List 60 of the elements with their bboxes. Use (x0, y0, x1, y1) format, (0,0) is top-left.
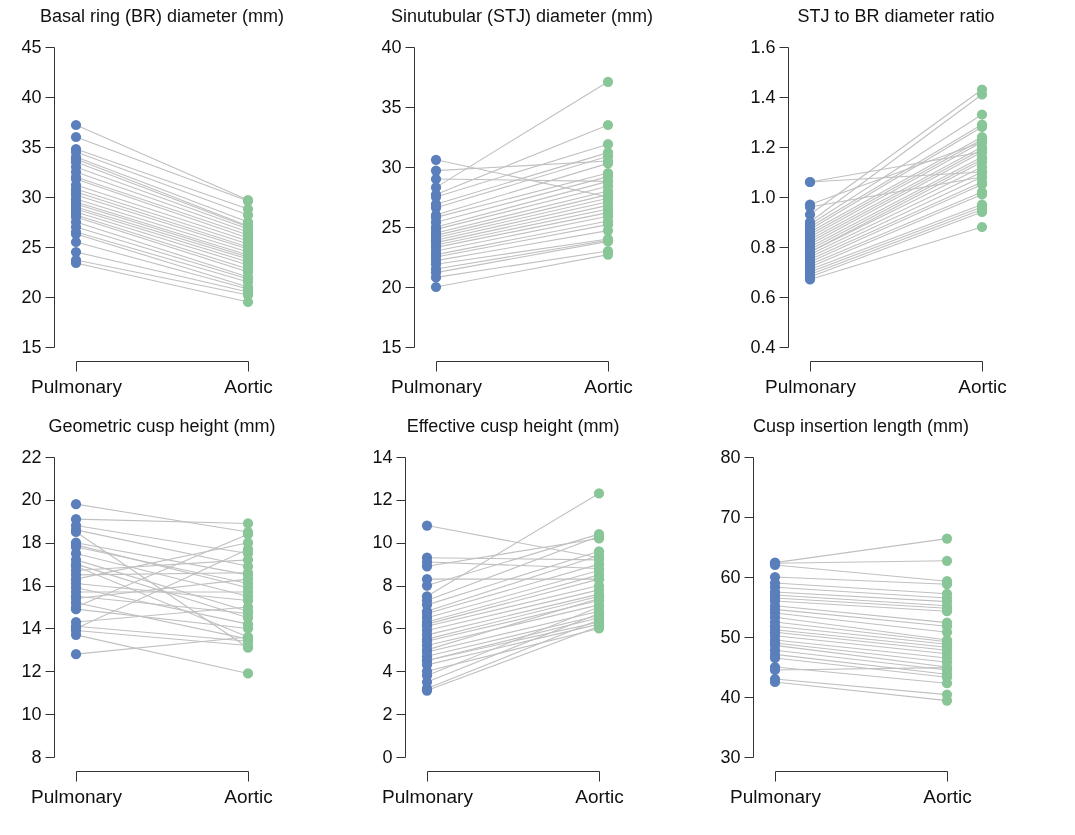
y-tick-label: 20 (381, 276, 402, 297)
y-tick-label: 0.4 (750, 336, 776, 357)
y-tick-label: 15 (381, 336, 402, 357)
y-tick-label: 35 (381, 96, 402, 117)
x-tick-label: Pulmonary (391, 375, 483, 397)
x-tick-label: Aortic (224, 785, 273, 807)
y-tick-label: 30 (720, 746, 741, 767)
chart-title: Cusp insertion length (mm) (752, 416, 970, 436)
chart-title: Geometric cusp height (mm) (48, 416, 276, 436)
y-tick-label: 15 (21, 336, 42, 357)
y-tick-label: 35 (21, 136, 42, 157)
chart-title: Effective cusp height (mm) (406, 416, 620, 436)
y-tick-label: 14 (21, 617, 42, 638)
y-tick-label: 20 (21, 489, 42, 510)
chart-title: Basal ring (BR) diameter (mm) (39, 6, 285, 26)
x-tick-label: Pulmonary (31, 785, 123, 807)
y-tick-label: 20 (21, 286, 42, 307)
y-tick-label: 10 (372, 532, 393, 553)
y-tick-label: 25 (381, 216, 402, 237)
y-tick-label: 1.6 (750, 36, 776, 57)
y-tick-label: 16 (21, 575, 42, 596)
y-tick-label: 1.2 (750, 136, 776, 157)
y-tick-label: 1.4 (750, 86, 776, 107)
x-tick-label: Aortic (923, 785, 972, 807)
y-tick-label: 8 (382, 575, 393, 596)
y-tick-label: 10 (21, 703, 42, 724)
y-tick-label: 40 (720, 686, 741, 707)
y-tick-label: 80 (720, 446, 741, 467)
x-tick-label: Aortic (584, 375, 633, 397)
chart-title: STJ to BR diameter ratio (797, 6, 995, 26)
y-tick-label: 12 (21, 660, 42, 681)
y-tick-label: 40 (21, 86, 42, 107)
y-tick-label: 4 (382, 660, 393, 681)
x-tick-label: Pulmonary (730, 785, 822, 807)
chart-title: Sinutubular (STJ) diameter (mm) (390, 6, 654, 26)
x-tick-label: Aortic (224, 375, 273, 397)
y-tick-label: 25 (21, 236, 42, 257)
x-tick-label: Aortic (958, 375, 1007, 397)
x-tick-label: Pulmonary (31, 375, 123, 397)
x-tick-label: Pulmonary (382, 785, 474, 807)
x-tick-label: Aortic (575, 785, 624, 807)
y-tick-label: 50 (720, 626, 741, 647)
y-tick-label: 0.6 (750, 286, 776, 307)
y-tick-label: 30 (381, 156, 402, 177)
y-tick-label: 8 (31, 746, 42, 767)
y-tick-label: 70 (720, 506, 741, 527)
y-tick-label: 0.8 (750, 236, 776, 257)
y-tick-label: 60 (720, 566, 741, 587)
y-tick-label: 2 (382, 703, 393, 724)
y-tick-label: 40 (381, 36, 402, 57)
y-tick-label: 30 (21, 186, 42, 207)
y-tick-label: 14 (372, 446, 393, 467)
y-tick-label: 6 (382, 617, 393, 638)
y-tick-label: 18 (21, 532, 42, 553)
x-tick-label: Pulmonary (765, 375, 857, 397)
y-tick-label: 22 (21, 446, 42, 467)
y-tick-label: 12 (372, 489, 393, 510)
y-tick-label: 1.0 (750, 186, 776, 207)
y-tick-label: 45 (21, 36, 42, 57)
y-tick-label: 0 (382, 746, 393, 767)
